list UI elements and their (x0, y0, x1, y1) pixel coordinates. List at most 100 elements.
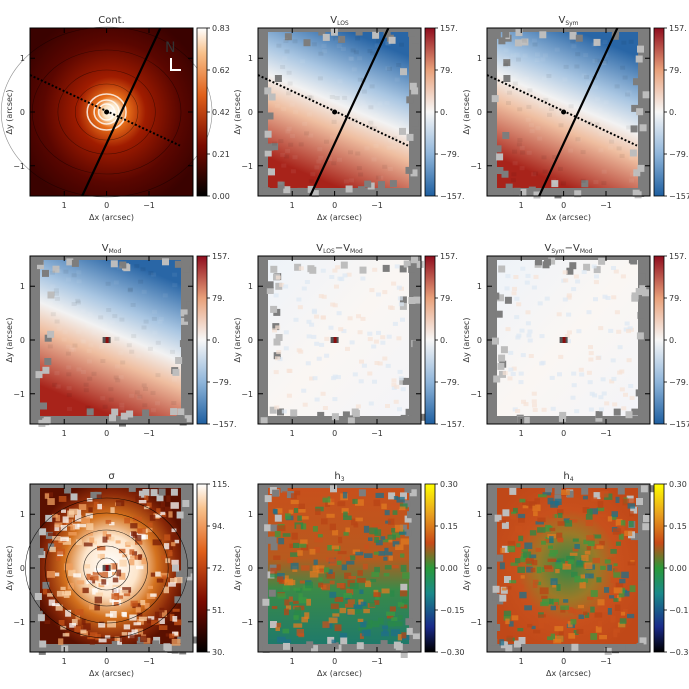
map-pixel (86, 523, 94, 530)
map-pixel (146, 618, 152, 624)
y-axis-label: Δy (arcsec) (462, 546, 471, 591)
map-pixel (171, 528, 177, 533)
map-pixel (102, 531, 107, 537)
map-pixel (401, 632, 407, 639)
map-pixel (47, 300, 53, 305)
map-pixel (174, 539, 180, 544)
edge-block (407, 511, 414, 519)
map-pixel (591, 264, 597, 269)
edge-block (637, 311, 645, 319)
edge-block (47, 291, 55, 299)
edge-block (405, 618, 413, 626)
map-pixel (523, 402, 529, 407)
map-pixel (118, 375, 124, 380)
map-pixel (381, 503, 387, 510)
map-pixel (526, 150, 532, 155)
map-pixel (300, 516, 309, 520)
map-pixel (305, 581, 313, 589)
map-pixel (294, 508, 299, 513)
map-pixel (54, 524, 60, 531)
map-pixel (619, 387, 625, 392)
map-pixel (593, 534, 602, 539)
map-pixel (511, 291, 517, 296)
map-pixel (50, 312, 56, 317)
map-pixel (558, 123, 564, 128)
map-pixel (364, 553, 373, 558)
map-pixel (135, 606, 141, 613)
edge-block (268, 589, 276, 597)
map-pixel (380, 536, 386, 540)
edge-block (266, 281, 274, 289)
edge-block (413, 129, 421, 137)
edge-block (265, 536, 273, 544)
map-pixel (612, 528, 622, 535)
map-pixel (360, 621, 367, 628)
map-pixel (282, 578, 287, 584)
map-pixel (296, 297, 302, 302)
map-pixel (510, 372, 516, 376)
edge-block (640, 398, 648, 406)
map-pixel (350, 518, 358, 526)
map-pixel (616, 117, 622, 122)
map-pixel (384, 565, 392, 570)
map-pixel (605, 296, 611, 300)
edge-block (636, 498, 643, 505)
map-pixel (596, 577, 602, 583)
map-pixel (68, 569, 76, 577)
edge-block (66, 258, 74, 266)
map-pixel (312, 376, 318, 381)
x-tick-label: −1 (371, 429, 383, 438)
edge-block (403, 260, 411, 268)
map-pixel (598, 395, 604, 400)
map-pixel (301, 565, 310, 571)
map-pixel (391, 528, 396, 533)
edge-block (420, 413, 428, 421)
y-axis-label: Δy (arcsec) (5, 546, 14, 591)
map-pixel (300, 523, 307, 530)
x-tick-label: 1 (519, 201, 524, 210)
edge-block (642, 523, 650, 531)
edge-block (648, 485, 656, 493)
map-pixel (386, 145, 392, 150)
colorbar-tick-label: −0.15 (440, 606, 465, 615)
edge-block (559, 411, 567, 419)
map-pixel (542, 53, 548, 58)
map-pixel (587, 380, 593, 385)
map-pixel (510, 513, 519, 520)
map-pixel (351, 67, 357, 72)
edge-block (636, 332, 644, 340)
edge-block (274, 514, 282, 522)
map-pixel (386, 611, 395, 616)
y-tick-label: 0 (477, 108, 482, 117)
map-pixel (280, 152, 286, 157)
map-pixel (594, 112, 600, 117)
map-pixel (397, 407, 402, 412)
edge-block (163, 643, 171, 651)
map-pixel (52, 513, 58, 518)
map-pixel (548, 545, 553, 549)
map-pixel (114, 336, 120, 341)
map-pixel (346, 560, 355, 565)
map-pixel (76, 367, 82, 372)
map-pixel (276, 564, 281, 571)
map-pixel (147, 346, 153, 351)
colorbar-tick-label: 79. (669, 66, 682, 75)
map-pixel (119, 635, 126, 642)
edge-block (642, 289, 649, 297)
map-pixel (594, 58, 600, 63)
edge-block (128, 484, 136, 492)
edge-block (595, 414, 603, 422)
map-pixel (373, 339, 379, 344)
map-pixel (342, 273, 348, 278)
map-pixel (106, 534, 112, 540)
map-pixel (76, 300, 81, 305)
map-pixel (529, 129, 535, 134)
map-pixel (313, 559, 318, 565)
map-pixel (94, 568, 103, 573)
map-pixel (89, 639, 95, 645)
edge-block (554, 487, 562, 495)
map-pixel (110, 507, 115, 514)
edge-block (492, 585, 500, 593)
map-pixel (588, 345, 593, 350)
colorbar-tick-label: −79. (669, 150, 688, 159)
